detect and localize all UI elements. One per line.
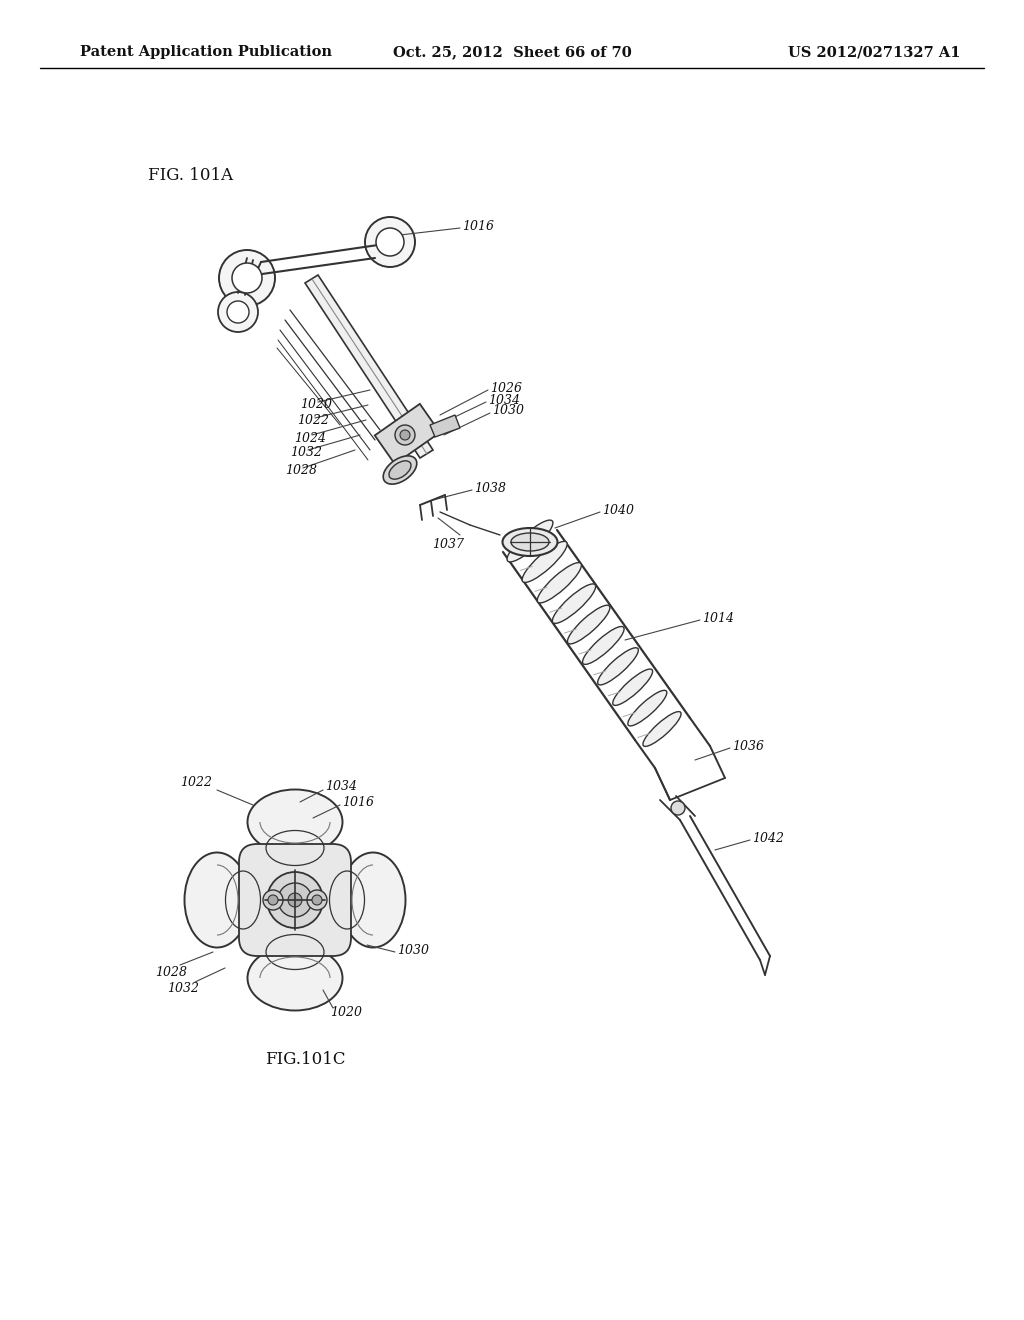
Circle shape <box>232 263 262 293</box>
Text: 1032: 1032 <box>167 982 199 995</box>
Text: 1026: 1026 <box>490 381 522 395</box>
Text: Patent Application Publication: Patent Application Publication <box>80 45 332 59</box>
Ellipse shape <box>389 461 411 479</box>
Circle shape <box>219 249 275 306</box>
FancyBboxPatch shape <box>239 843 351 956</box>
Ellipse shape <box>248 945 342 1011</box>
Text: 1022: 1022 <box>297 414 329 428</box>
Text: 1034: 1034 <box>488 393 520 407</box>
Text: 1032: 1032 <box>290 446 322 459</box>
Circle shape <box>395 425 415 445</box>
Ellipse shape <box>341 853 406 948</box>
Text: 1022: 1022 <box>180 776 212 788</box>
Text: 1038: 1038 <box>474 482 506 495</box>
Circle shape <box>227 301 249 323</box>
Text: 1024: 1024 <box>294 432 326 445</box>
Text: 1028: 1028 <box>155 965 187 978</box>
Ellipse shape <box>552 583 596 623</box>
Text: 1014: 1014 <box>702 611 734 624</box>
Polygon shape <box>305 275 433 458</box>
Ellipse shape <box>643 711 681 746</box>
Circle shape <box>400 430 410 440</box>
Text: 1034: 1034 <box>325 780 357 793</box>
Ellipse shape <box>598 648 638 685</box>
Circle shape <box>307 890 327 909</box>
Polygon shape <box>430 414 460 437</box>
Ellipse shape <box>522 541 567 582</box>
Text: 1020: 1020 <box>330 1006 362 1019</box>
Text: 1036: 1036 <box>732 739 764 752</box>
Ellipse shape <box>383 455 417 484</box>
Ellipse shape <box>184 853 250 948</box>
Ellipse shape <box>248 789 342 854</box>
Ellipse shape <box>567 605 610 644</box>
Circle shape <box>278 883 312 917</box>
Circle shape <box>288 894 302 907</box>
Circle shape <box>312 895 322 906</box>
FancyBboxPatch shape <box>375 404 440 465</box>
Text: 1028: 1028 <box>285 465 317 478</box>
Text: US 2012/0271327 A1: US 2012/0271327 A1 <box>787 45 961 59</box>
Text: 1037: 1037 <box>432 539 464 552</box>
Ellipse shape <box>507 520 553 562</box>
Text: 1040: 1040 <box>602 503 634 516</box>
Text: FIG.101C: FIG.101C <box>265 1052 345 1068</box>
Ellipse shape <box>511 533 549 550</box>
Circle shape <box>376 228 404 256</box>
Circle shape <box>268 895 278 906</box>
Circle shape <box>218 292 258 333</box>
Ellipse shape <box>503 528 557 556</box>
Ellipse shape <box>612 669 652 705</box>
Text: 1042: 1042 <box>752 832 784 845</box>
Circle shape <box>365 216 415 267</box>
Text: 1016: 1016 <box>462 219 494 232</box>
Text: 1016: 1016 <box>342 796 374 808</box>
Ellipse shape <box>538 562 582 603</box>
Circle shape <box>263 890 283 909</box>
Text: 1030: 1030 <box>492 404 524 417</box>
Ellipse shape <box>583 627 624 664</box>
Text: Oct. 25, 2012  Sheet 66 of 70: Oct. 25, 2012 Sheet 66 of 70 <box>392 45 632 59</box>
Text: FIG. 101A: FIG. 101A <box>148 166 233 183</box>
Text: 1020: 1020 <box>300 399 332 412</box>
Circle shape <box>671 801 685 814</box>
Circle shape <box>267 873 323 928</box>
Ellipse shape <box>628 690 667 726</box>
Text: 1030: 1030 <box>397 944 429 957</box>
